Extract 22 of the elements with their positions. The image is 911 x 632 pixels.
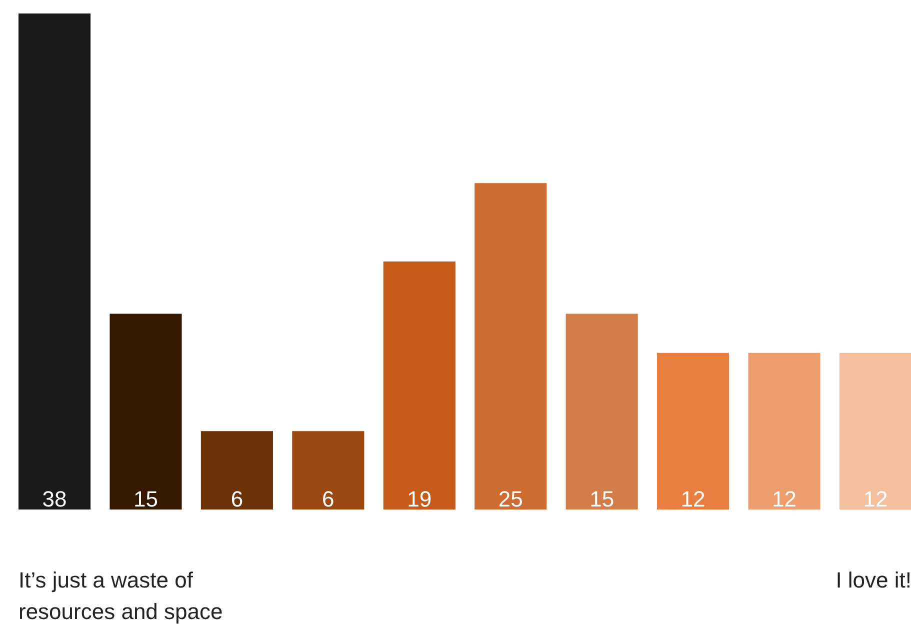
text: It’s just a waste of resources and space: [18, 568, 223, 624]
bar: [657, 352, 730, 510]
data-label: 12: [680, 486, 706, 512]
bar: [200, 431, 273, 510]
text: I love it!: [836, 568, 911, 592]
data-label: 25: [498, 486, 523, 512]
bar: [748, 352, 820, 510]
bar: [474, 183, 547, 510]
data-label: 12: [772, 486, 797, 512]
data-label: 19: [407, 486, 432, 512]
bar: [383, 262, 456, 510]
bar: [839, 352, 911, 510]
bar: [110, 314, 182, 510]
data-label: 6: [322, 486, 334, 512]
data-label: 6: [230, 486, 244, 512]
bar: [292, 431, 364, 510]
data-label: 38: [42, 486, 67, 512]
data-label: 15: [590, 486, 614, 512]
data-label: 12: [863, 486, 888, 512]
data-label: 15: [134, 486, 158, 512]
bar: [18, 14, 91, 510]
bar: [566, 314, 638, 510]
